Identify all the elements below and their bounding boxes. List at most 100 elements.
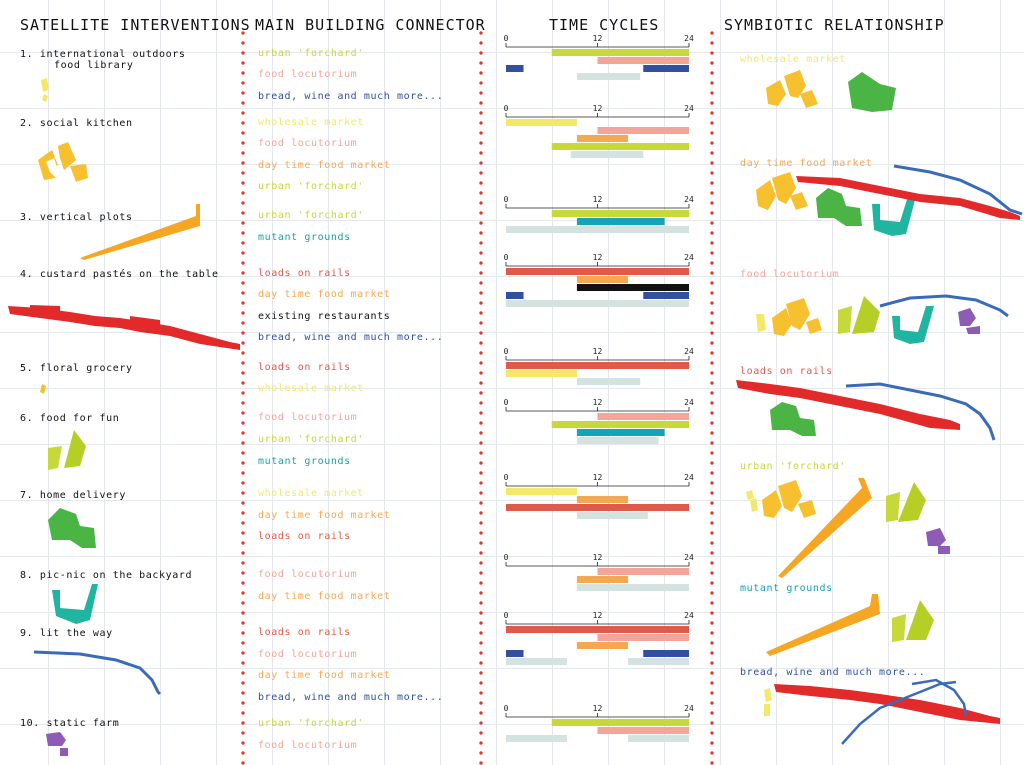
cycle-tick-label: 0 — [504, 347, 509, 356]
header-time-cycles: TIME CYCLES — [549, 16, 660, 34]
connector-label: loads on rails — [258, 362, 351, 373]
cycle-tick-label: 12 — [593, 253, 603, 262]
sketch-home-delivery — [48, 508, 96, 548]
cycle-bar — [576, 512, 648, 519]
time-cycle-10: 0 12 24 — [504, 704, 694, 742]
connector-label: food locutorium — [258, 412, 358, 423]
satellite-item-10: 10. static farm — [20, 718, 120, 729]
connector-label: urban 'forchard' — [258, 181, 364, 192]
connector-label: mutant grounds — [258, 456, 351, 467]
cycle-bar — [576, 284, 689, 291]
sketch-picnic — [52, 584, 98, 624]
connector-label: loads on rails — [258, 268, 351, 279]
time-cycle-9: 0 12 24 — [504, 611, 694, 665]
cycle-bar — [506, 119, 577, 126]
connector-label: bread, wine and much more... — [258, 692, 444, 703]
connector-label: day time food market — [258, 160, 391, 171]
connector-label: urban 'forchard' — [258, 210, 364, 221]
satellite-item-9: 9. lit the way — [20, 628, 113, 639]
cycle-bar — [551, 49, 689, 56]
cycle-tick-label: 12 — [593, 34, 603, 43]
connector-label: wholesale market — [258, 488, 364, 499]
cycle-tick-label: 12 — [593, 347, 603, 356]
connector-label: day time food market — [258, 591, 391, 602]
cycle-tick-label: 0 — [504, 553, 509, 562]
cycle-bar — [576, 496, 628, 503]
cycle-bar — [597, 57, 689, 64]
cycle-bar — [628, 735, 689, 742]
cycle-tick-label: 24 — [684, 195, 694, 204]
cycle-tick-label: 12 — [593, 611, 603, 620]
cycle-tick-label: 24 — [684, 553, 694, 562]
symbiotic-label: urban 'forchard' — [740, 461, 846, 472]
connector-label: food locutorium — [258, 740, 358, 751]
sketch-vertical-plots — [80, 204, 200, 260]
cycle-tick-label: 12 — [593, 398, 603, 407]
symbiotic-label: day time food market — [740, 158, 873, 169]
connector-label: wholesale market — [258, 383, 364, 394]
cycle-bar — [506, 226, 689, 233]
cycle-bar — [576, 135, 628, 142]
cycle-bar — [506, 488, 577, 495]
divider-dots-2 — [479, 28, 483, 765]
header-symbiotic-relationship: SYMBIOTIC RELATIONSHIP — [724, 16, 945, 34]
satellite-item-6: 6. food for fun — [20, 413, 120, 424]
sketch-static-farm — [46, 732, 68, 756]
cycle-tick-label: 12 — [593, 473, 603, 482]
cycle-bar — [551, 210, 689, 217]
time-cycle-2: 0 12 24 — [504, 104, 694, 158]
cycle-tick-label: 12 — [593, 104, 603, 113]
cycle-tick-label: 0 — [504, 611, 509, 620]
time-cycle-5: 0 12 24 — [504, 347, 694, 385]
cycle-tick-label: 0 — [504, 195, 509, 204]
sym-sketch-wholesale — [766, 70, 896, 112]
cycle-bar — [551, 143, 689, 150]
satellite-item-1: 1. international outdoors — [20, 49, 186, 60]
cycle-bar — [597, 568, 689, 575]
cycle-bar — [597, 634, 689, 641]
connector-label: urban 'forchard' — [258, 48, 364, 59]
cycle-bar — [506, 362, 689, 369]
cycle-tick-label: 0 — [504, 473, 509, 482]
connector-label: food locutorium — [258, 569, 358, 580]
cycle-tick-label: 12 — [593, 553, 603, 562]
sketch-custard-rails — [8, 305, 240, 350]
connector-label: food locutorium — [258, 649, 358, 660]
cycle-tick-label: 12 — [593, 195, 603, 204]
connector-label: bread, wine and much more... — [258, 91, 444, 102]
sketch-floral-grocery — [40, 384, 46, 394]
cycle-bar — [506, 735, 567, 742]
cycle-bar — [506, 658, 567, 665]
satellite-item-4: 4. custard pastés on the table — [20, 269, 219, 280]
cycle-bar — [576, 218, 665, 225]
sym-sketch-loads-rails — [736, 380, 996, 441]
symbiotic-label: mutant grounds — [740, 583, 833, 594]
connector-label: day time food market — [258, 670, 391, 681]
cycle-tick-label: 24 — [684, 704, 694, 713]
connector-label: existing restaurants — [258, 311, 391, 322]
cycle-bar — [506, 504, 689, 511]
cycle-bar — [576, 429, 665, 436]
cycle-bar — [643, 650, 689, 657]
time-cycle-1: 0 12 24 — [504, 34, 694, 80]
connector-label: day time food market — [258, 510, 391, 521]
header-main-building-connector: MAIN BUILDING CONNECTOR — [255, 16, 486, 34]
cycle-bar — [628, 658, 689, 665]
cycle-bar — [597, 127, 689, 134]
satellite-item-5: 5. floral grocery — [20, 363, 133, 374]
symbiotic-label: loads on rails — [740, 366, 833, 377]
connector-label: food locutorium — [258, 69, 358, 80]
connector-label: loads on rails — [258, 531, 351, 542]
symbiotic-label: bread, wine and much more... — [740, 667, 926, 678]
time-cycle-8: 0 12 24 — [504, 553, 694, 591]
sym-sketch-daytime — [756, 164, 1023, 236]
cycle-bar — [506, 626, 689, 633]
sym-sketch-forchard — [746, 478, 950, 578]
sym-sketch-mutant — [766, 594, 934, 656]
cycle-tick-label: 0 — [504, 104, 509, 113]
cycle-tick-label: 24 — [684, 347, 694, 356]
cycle-bar — [576, 576, 628, 583]
time-cycle-7: 0 12 24 — [504, 473, 694, 519]
